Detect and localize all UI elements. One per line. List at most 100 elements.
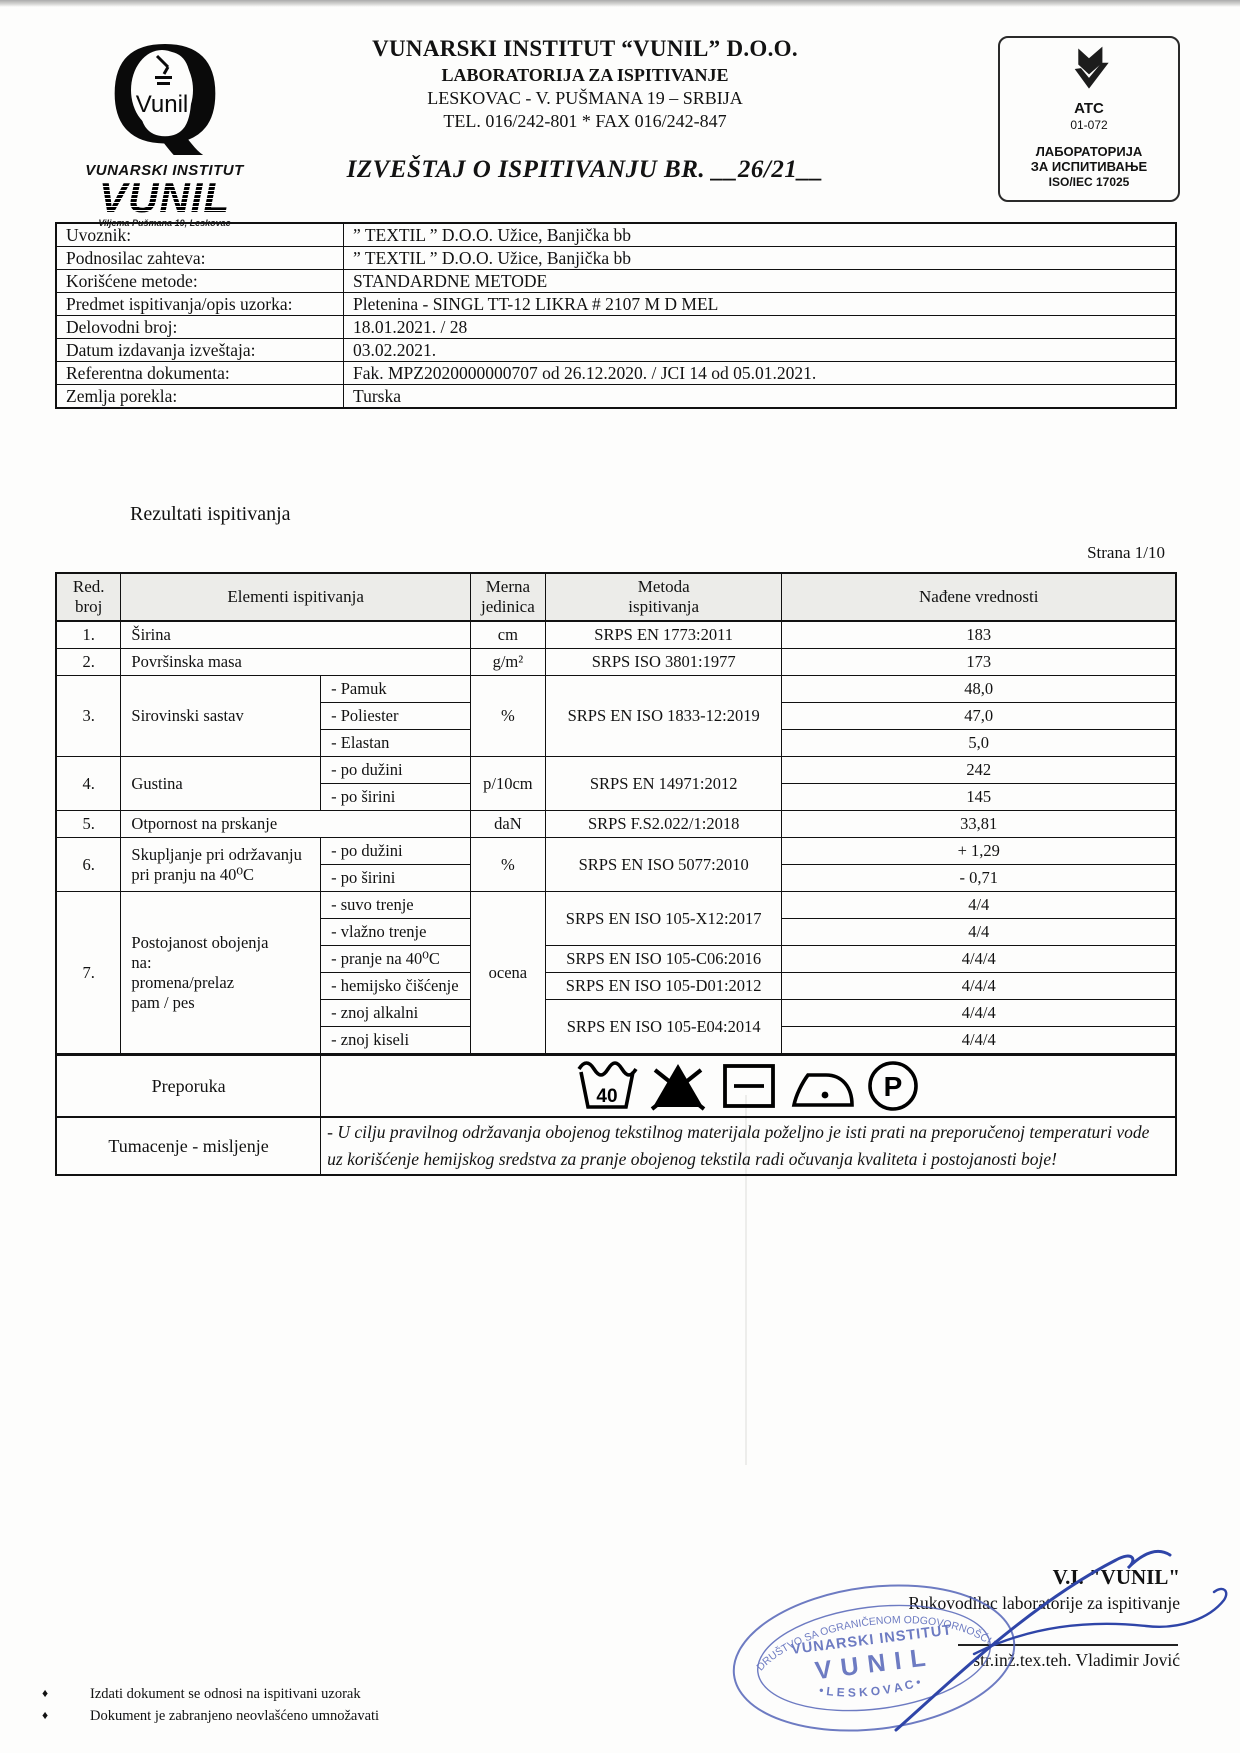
info-label: Referentna dokumenta:: [55, 361, 344, 385]
table-row: - vlažno trenje 4/4: [56, 918, 1177, 946]
col-elementi: Elementi ispitivanja: [120, 572, 471, 622]
scan-line-artifact: [745, 1095, 747, 1465]
table-row: - znoj alkalni SRPS EN ISO 105-E04:2014 …: [56, 999, 1177, 1055]
info-label: Predmet ispitivanja/opis uzorka:: [55, 292, 344, 316]
info-value: 03.02.2021.: [343, 338, 1177, 362]
scan-edge-artifact: [0, 0, 1240, 7]
method: SRPS EN ISO 105-D01:2012: [544, 972, 783, 1000]
unit: p/10cm: [469, 756, 546, 811]
microscope-icon: [154, 54, 172, 85]
accreditation-badge: ATC 01-072 ЛАБОРАТОРИЈА ЗА ИСПИТИВАЊЕ IS…: [998, 36, 1180, 202]
element-label: Širina: [120, 620, 471, 649]
value: 183: [781, 620, 1177, 649]
method: SRPS EN ISO 1833-12:2019: [544, 675, 783, 757]
element-label: Površinska masa: [120, 648, 471, 676]
unit: %: [469, 837, 546, 892]
report-title: IZVEŠTAJ O ISPITIVANJU BR. __26/21__: [346, 156, 824, 183]
sub-element: - po širini: [320, 864, 471, 892]
value: + 1,29: [781, 837, 1177, 865]
diamond-bullet-icon: ♦: [42, 1708, 49, 1722]
badge-number: 01-072: [1070, 118, 1108, 132]
sub-element: - znoj alkalni: [320, 999, 471, 1027]
method: SRPS EN ISO 105-C06:2016: [544, 945, 783, 973]
value: 173: [781, 648, 1177, 676]
logo-institute-label: VUNARSKI INSTITUT: [85, 162, 244, 179]
footnote-item: ♦ Dokument je zabranjeno neovlašćeno umn…: [42, 1708, 379, 1725]
sub-element: - vlažno trenje: [320, 918, 471, 946]
footnote-text: Izdati dokument se odnosi na ispitivani …: [90, 1686, 361, 1702]
element-label: Postojanost obojenja na: promena/prelaz …: [120, 891, 322, 1055]
badge-lab-line2: ЗА ИСПИТИВАЊЕ: [1030, 159, 1148, 174]
phone-fax-line: TEL. 016/242-801 * FAX 016/242-847: [443, 111, 727, 131]
info-value: 18.01.2021. / 28: [343, 315, 1177, 339]
method: SRPS F.S2.022/1:2018: [544, 810, 783, 838]
results-table: Red. broj Elementi ispitivanja Merna jed…: [55, 572, 1177, 1177]
sub-element: - po dužini: [320, 837, 471, 865]
vunil-logo: Q Vunil VUNARSKI INSTITUT VUNIL Viljema …: [52, 11, 277, 228]
badge-lab-line1: ЛАБОРАТОРИЈА: [1035, 144, 1143, 159]
value: 4/4/4: [781, 945, 1177, 973]
info-label: Uvoznik:: [55, 222, 344, 247]
row-num: 2.: [55, 648, 122, 676]
col-nadjene-vrednosti: Nađene vrednosti: [781, 572, 1177, 622]
preporuka-row: Preporuka 40: [55, 1053, 1177, 1118]
method: SRPS EN ISO 105-X12:2017: [544, 891, 783, 946]
table-row: Predmet ispitivanja/opis uzorka: Pleteni…: [55, 292, 1177, 316]
table-row: - Elastan 5,0: [56, 729, 1177, 757]
element-label: Otpornost na prskanje: [120, 810, 471, 838]
results-heading: Rezultati ispitivanja: [130, 503, 291, 525]
table-row: 6. Skupljanje pri održavanju pri pranju …: [55, 837, 1177, 892]
svg-text:Vunil: Vunil: [135, 91, 187, 118]
method: SRPS EN ISO 105-E04:2014: [544, 999, 783, 1055]
value: 33,81: [781, 810, 1177, 838]
footnotes: ♦ Izdati dokument se odnosi na ispitivan…: [42, 1686, 379, 1730]
tumacenje-label: Tumacenje - misljenje: [55, 1115, 322, 1176]
address-line: LESKOVAC - V. PUŠMANA 19 – SRBIJA: [427, 88, 743, 108]
sub-element: - po širini: [320, 783, 471, 811]
method: SRPS EN ISO 5077:2010: [544, 837, 783, 892]
element-label: Skupljanje pri održavanju pri pranju na …: [120, 837, 322, 892]
info-value: ” TEXTIL ” D.O.O. Užice, Banjička bb: [343, 222, 1177, 247]
svg-text:40: 40: [596, 1086, 617, 1107]
badge-acronym: ATC: [1074, 100, 1104, 117]
value: 4/4/4: [781, 999, 1177, 1027]
value: 5,0: [781, 729, 1177, 757]
info-label: Korišćene metode:: [55, 269, 344, 293]
info-label: Zemlja porekla:: [55, 384, 344, 409]
vunil-q-logo-icon: Q Vunil: [107, 11, 222, 175]
table-row: Korišćene metode: STANDARDNE METODE: [55, 269, 1177, 293]
value: 47,0: [781, 702, 1177, 730]
col-merna-jedinica: Merna jedinica: [469, 572, 546, 622]
sub-element: - po dužini: [320, 756, 471, 784]
table-row: - po širini - 0,71: [56, 864, 1177, 892]
info-label: Podnosilac zahteva:: [55, 246, 344, 270]
sub-element: - Pamuk: [320, 675, 471, 703]
table-row: Datum izdavanja izveštaja: 03.02.2021.: [55, 338, 1177, 362]
table-row: - znoj kiseli 4/4/4: [56, 1026, 1177, 1055]
table-row: - po širini 145: [56, 783, 1177, 811]
table-row: 3. Sirovinski sastav - Pamuk % SRPS EN I…: [55, 675, 1177, 757]
table-row: 1. Širina cm SRPS EN 1773:2011 183: [55, 620, 1177, 649]
info-label: Delovodni broj:: [55, 315, 344, 339]
element-label: Sirovinski sastav: [120, 675, 322, 757]
row-num: 6.: [55, 837, 122, 892]
table-row: 2. Površinska masa g/m² SRPS ISO 3801:19…: [55, 648, 1177, 676]
sub-element: - hemijsko čišćenje: [320, 972, 471, 1000]
care-symbols: 40: [320, 1053, 1177, 1118]
table-row: 4. Gustina - po dužini p/10cm SRPS EN 14…: [55, 756, 1177, 811]
info-value: Turska: [343, 384, 1177, 409]
wash-40-icon: 40: [577, 1061, 638, 1109]
badge-iso-line: ISO/IEC 17025: [1048, 175, 1130, 189]
info-value: Pletenina - SINGL TT-12 LIKRA # 2107 M D…: [343, 292, 1177, 316]
row-num: 1.: [55, 620, 122, 649]
table-row: Zemlja porekla: Turska: [55, 384, 1177, 409]
row-num: 5.: [55, 810, 122, 838]
table-row: 5. Otpornost na prskanje daN SRPS F.S2.0…: [55, 810, 1177, 838]
sub-element: - Elastan: [320, 729, 471, 757]
method: SRPS EN 1773:2011: [544, 620, 783, 649]
sub-element: - pranje na 40⁰C: [320, 945, 471, 973]
tumacenje-text: - U cilju pravilnog održavanja obojenog …: [320, 1115, 1177, 1176]
col-metoda: Metoda ispitivanja: [544, 572, 783, 622]
laboratory-line: LABORATORIJA ZA ISPITIVANJE: [441, 65, 729, 85]
